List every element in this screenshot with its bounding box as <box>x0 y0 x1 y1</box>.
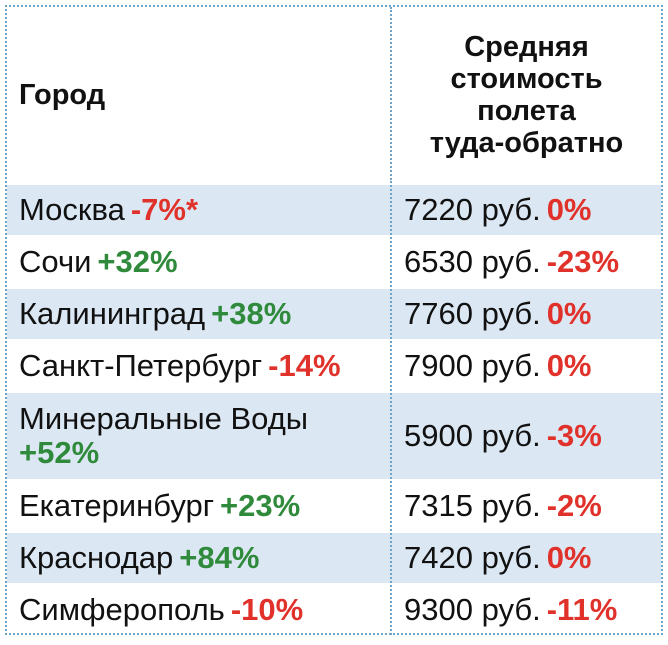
price-value: 7760 руб. <box>404 296 541 331</box>
table-row: Минеральные Воды +52% 5900 руб. -3% <box>7 391 661 480</box>
price-change: 0% <box>546 540 592 575</box>
price-cell: 7760 руб. 0% <box>391 287 661 340</box>
header-cost-line: Средняя <box>464 31 589 63</box>
price-value: 7315 руб. <box>404 488 541 523</box>
price-cell: 7220 руб. 0% <box>391 183 661 236</box>
price-cell: 6530 руб. -23% <box>391 235 661 288</box>
price-change: -11% <box>546 592 618 627</box>
price-change: -2% <box>546 488 602 523</box>
header-cost-line: стоимость <box>450 63 603 95</box>
city-name: Сочи <box>19 244 92 279</box>
price-cell: 9300 руб. -11% <box>391 583 661 635</box>
city-name: Калининград <box>19 296 206 331</box>
city-cell: Москва -7%* <box>7 183 392 236</box>
header-city: Город <box>7 7 392 184</box>
city-change: +32% <box>97 244 178 279</box>
price-change: 0% <box>546 348 592 383</box>
city-change: -14% <box>268 348 341 383</box>
table-row: Краснодар +84% 7420 руб. 0% <box>7 531 661 584</box>
city-change: -10% <box>230 592 304 627</box>
price-change: -23% <box>546 244 620 279</box>
price-value: 7220 руб. <box>404 192 541 227</box>
table-row: Санкт-Петербург -14% 7900 руб. 0% <box>7 339 661 392</box>
header-row: Город Средняя стоимость полета туда-обра… <box>7 7 661 184</box>
header-cost: Средняя стоимость полета туда-обратно <box>391 7 661 184</box>
city-name: Минеральные Воды <box>19 401 309 436</box>
price-value: 7420 руб. <box>404 540 541 575</box>
table-row: Екатеринбург +23% 7315 руб. -2% <box>7 479 661 532</box>
city-name: Краснодар <box>19 540 174 575</box>
price-value: 7900 руб. <box>404 348 541 383</box>
city-name: Екатеринбург <box>19 488 215 523</box>
price-change: 0% <box>546 192 592 227</box>
city-cell: Симферополь -10% <box>7 583 392 635</box>
price-value: 9300 руб. <box>404 592 541 627</box>
price-cell: 5900 руб. -3% <box>391 391 661 480</box>
price-cell: 7900 руб. 0% <box>391 339 661 392</box>
city-cell: Краснодар +84% <box>7 531 392 584</box>
city-change: +23% <box>220 488 301 523</box>
city-change: +52% <box>19 435 100 470</box>
city-cell: Екатеринбург +23% <box>7 479 392 532</box>
price-value: 6530 руб. <box>404 244 541 279</box>
city-cell: Калининград +38% <box>7 287 392 340</box>
price-table-frame: Город Средняя стоимость полета туда-обра… <box>5 5 663 635</box>
price-value: 5900 руб. <box>404 418 541 453</box>
city-cell: Сочи +32% <box>7 235 392 288</box>
price-change: 0% <box>546 296 592 331</box>
city-change: +84% <box>179 540 260 575</box>
table-row: Москва -7%* 7220 руб. 0% <box>7 183 661 236</box>
price-table: Город Средняя стоимость полета туда-обра… <box>7 7 661 635</box>
price-change: -3% <box>546 418 602 453</box>
table-row: Сочи +32% 6530 руб. -23% <box>7 235 661 288</box>
city-cell: Минеральные Воды +52% <box>7 391 392 480</box>
header-cost-line: туда-обратно <box>429 127 624 159</box>
price-cell: 7420 руб. 0% <box>391 531 661 584</box>
table-row: Симферополь -10% 9300 руб. -11% <box>7 583 661 635</box>
table-body: Москва -7%* 7220 руб. 0% Сочи +32% 6530 руб… <box>7 183 661 635</box>
city-name: Санкт-Петербург <box>19 348 263 383</box>
city-change: +38% <box>211 296 292 331</box>
city-name: Симферополь <box>19 592 225 627</box>
city-change: -7%* <box>130 192 199 227</box>
city-name: Москва <box>19 192 125 227</box>
table-row: Калининград +38% 7760 руб. 0% <box>7 287 661 340</box>
price-cell: 7315 руб. -2% <box>391 479 661 532</box>
header-cost-line: полета <box>477 95 576 127</box>
city-cell: Санкт-Петербург -14% <box>7 339 392 392</box>
